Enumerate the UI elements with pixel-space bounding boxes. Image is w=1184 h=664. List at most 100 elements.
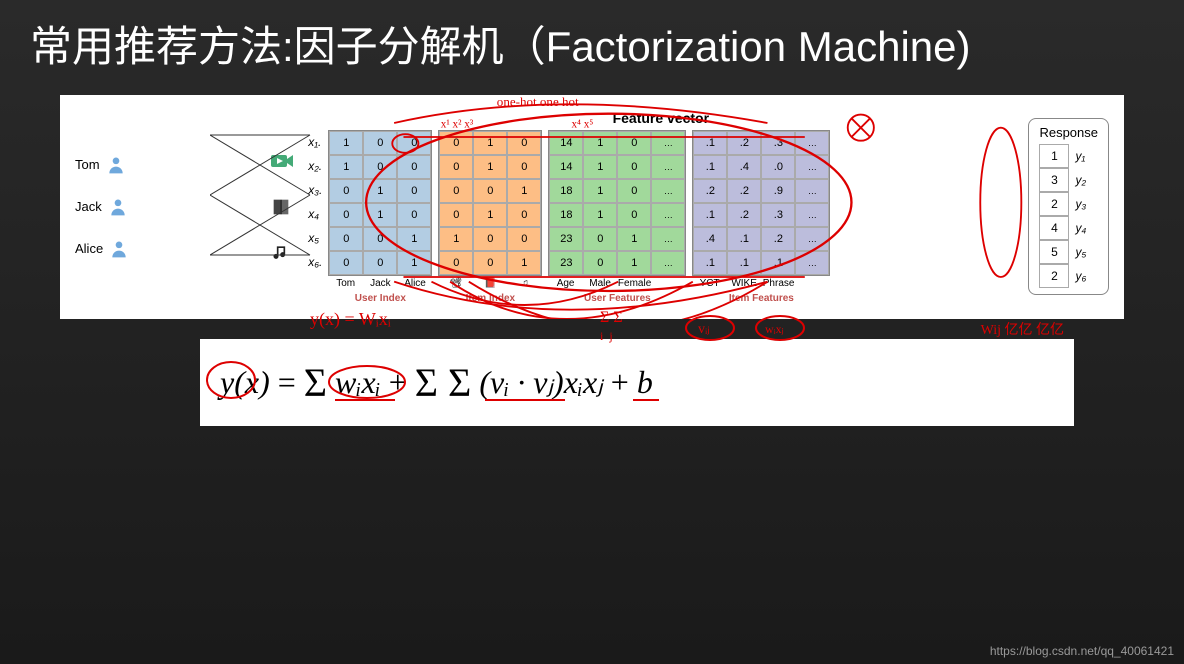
cell: .2 <box>727 131 761 155</box>
video-icon <box>269 149 293 173</box>
cell: 1 <box>617 251 651 275</box>
cell: 23 <box>549 227 583 251</box>
table-row: 100 <box>329 131 431 155</box>
cell: 1 <box>329 155 363 179</box>
x-label: x₁. <box>308 130 322 154</box>
cell: 0 <box>397 203 431 227</box>
block-label: User Features <box>548 293 686 304</box>
cell: 1 <box>473 131 507 155</box>
cell: 0 <box>583 227 617 251</box>
cell: 1 <box>439 227 473 251</box>
cell: 18 <box>549 179 583 203</box>
cell: .1 <box>727 251 761 275</box>
cell: 1 <box>397 227 431 251</box>
table-row: 010 <box>439 203 541 227</box>
formula-t2b: (vᵢ · vⱼ)xᵢxⱼ <box>479 364 602 400</box>
y-label: y₄ <box>1075 216 1086 240</box>
cell: 0 <box>329 251 363 275</box>
cell: 0 <box>507 227 541 251</box>
cell: 1 <box>583 131 617 155</box>
cell: 0 <box>439 179 473 203</box>
cell: .1 <box>693 203 727 227</box>
cell: … <box>795 179 829 203</box>
cell: 0 <box>397 131 431 155</box>
table-row: 001 <box>439 251 541 275</box>
cell: … <box>651 179 685 203</box>
feature-vector-wrap: Feature vector x₁.x₂.x₃.x₄x₅x₆. 10010001… <box>308 110 1013 304</box>
cell: .2 <box>761 227 795 251</box>
table-row: 100 <box>329 155 431 179</box>
response-cell: 5 <box>1039 240 1069 264</box>
table-row: .1.2.3… <box>693 203 829 227</box>
cell: 0 <box>329 179 363 203</box>
person-icon <box>109 239 129 259</box>
cell: .4 <box>727 155 761 179</box>
x-row-labels: x₁.x₂.x₃.x₄x₅x₆. <box>308 130 322 274</box>
cell: .0 <box>761 155 795 179</box>
cell: … <box>795 227 829 251</box>
cell: 0 <box>507 155 541 179</box>
table-row: .4.1.2… <box>693 227 829 251</box>
y-label: y₃ <box>1075 192 1086 216</box>
y-label: y₁ <box>1075 144 1086 168</box>
cell: .1 <box>693 251 727 275</box>
feature-vector-title: Feature vector <box>308 110 1013 126</box>
x-label: x₄ <box>308 202 322 226</box>
feature-diagram-panel: Tom Jack Alice <box>60 95 1124 319</box>
cell: … <box>795 131 829 155</box>
cell: 0 <box>583 251 617 275</box>
response-cell: 4 <box>1039 216 1069 240</box>
svg-text:vᵢⱼ: vᵢⱼ <box>698 322 710 337</box>
block-footer: AgeMaleFemale <box>548 278 686 289</box>
bipartite-graph: Tom Jack Alice <box>75 149 293 265</box>
cell: .3 <box>761 203 795 227</box>
cell: 1 <box>617 227 651 251</box>
table-row: 010 <box>329 203 431 227</box>
response-values: 132452 <box>1039 144 1069 288</box>
y-label: y₅ <box>1075 240 1086 264</box>
table-row: 010 <box>329 179 431 203</box>
response-cell: 3 <box>1039 168 1069 192</box>
table-row: 001 <box>439 179 541 203</box>
cell: … <box>651 227 685 251</box>
cell: 0 <box>439 251 473 275</box>
y-label: y₆ <box>1075 264 1086 288</box>
cell: .1 <box>693 155 727 179</box>
cell: 0 <box>507 203 541 227</box>
user-label: Alice <box>75 241 103 256</box>
cell: .2 <box>727 179 761 203</box>
cell: 1 <box>397 251 431 275</box>
formula-plus2: + <box>611 364 629 401</box>
cell: 0 <box>397 155 431 179</box>
users-column: Tom Jack Alice <box>75 155 129 259</box>
cell: 0 <box>363 131 397 155</box>
cell: … <box>651 131 685 155</box>
cell: 0 <box>329 203 363 227</box>
cell: 0 <box>329 227 363 251</box>
table-row: .1.1.1… <box>693 251 829 275</box>
cell: 0 <box>363 227 397 251</box>
cell: … <box>795 155 829 179</box>
cell: 1 <box>363 179 397 203</box>
cell: 0 <box>473 227 507 251</box>
cell: 1 <box>507 251 541 275</box>
cell: 0 <box>507 131 541 155</box>
table-row: 2301… <box>549 227 685 251</box>
cell: 0 <box>473 179 507 203</box>
cell: 0 <box>617 203 651 227</box>
item-features-block: .1.2.3….1.4.0….2.2.9….1.2.3….4.1.2….1.1.… <box>692 130 830 304</box>
formula-sum2: Σ Σ <box>415 359 472 406</box>
table-row: 100 <box>439 227 541 251</box>
cell: 23 <box>549 251 583 275</box>
formula-eq: = <box>278 364 296 401</box>
response-cell: 2 <box>1039 192 1069 216</box>
annot-wij: Wij 亿亿 亿亿 <box>981 319 1064 339</box>
table-row: 001 <box>329 227 431 251</box>
response-panel: Response 132452 y₁y₂y₃y₄y₅y₆ <box>1028 118 1109 295</box>
cell: 1 <box>473 155 507 179</box>
cell: 1 <box>363 203 397 227</box>
person-icon <box>108 197 128 217</box>
y-label: y₂ <box>1075 168 1086 192</box>
cell: 1 <box>473 203 507 227</box>
cell: .4 <box>693 227 727 251</box>
